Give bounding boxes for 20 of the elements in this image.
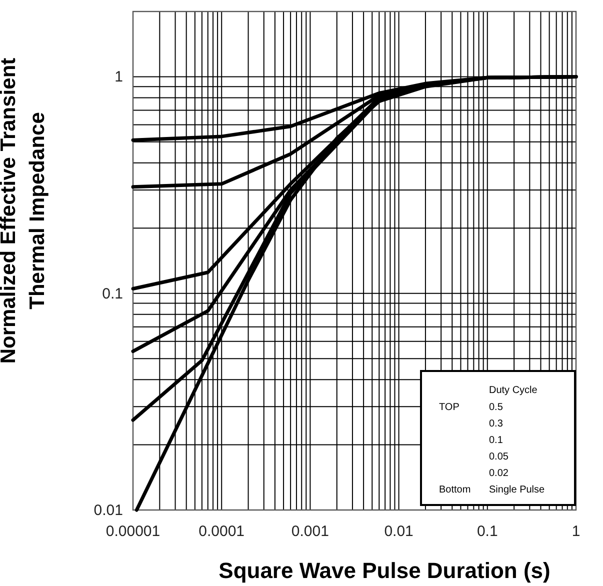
x-axis-title: Square Wave Pulse Duration (s) (218, 558, 550, 583)
annotation: 0.3 (489, 418, 504, 430)
annotation: 0.5 (489, 402, 504, 413)
x-tick-label: 0.0001 (198, 523, 245, 540)
annotation: 0.02 (489, 468, 509, 479)
y-tick-label: 1 (114, 68, 123, 86)
annotation: Duty Cycle (489, 385, 538, 396)
x-tick-label: 0.01 (384, 523, 414, 540)
y-tick-label: 0.1 (102, 285, 123, 302)
x-tick-label: 0.1 (476, 523, 498, 540)
x-tick-label: 0.001 (291, 523, 329, 540)
annotation: Single Pulse (489, 484, 546, 496)
x-tick-label: 0.00001 (106, 523, 160, 540)
y-tick-label: 0.01 (94, 502, 123, 519)
annotation: TOP (439, 402, 460, 413)
y-axis-title: Normalized Effective Transient Thermal Impedance (0, 58, 49, 364)
annotation: 0.05 (489, 452, 509, 462)
annotation: 0.1 (489, 435, 504, 446)
x-tick-label: 1 (572, 523, 580, 540)
annotation: Bottom (439, 484, 471, 496)
